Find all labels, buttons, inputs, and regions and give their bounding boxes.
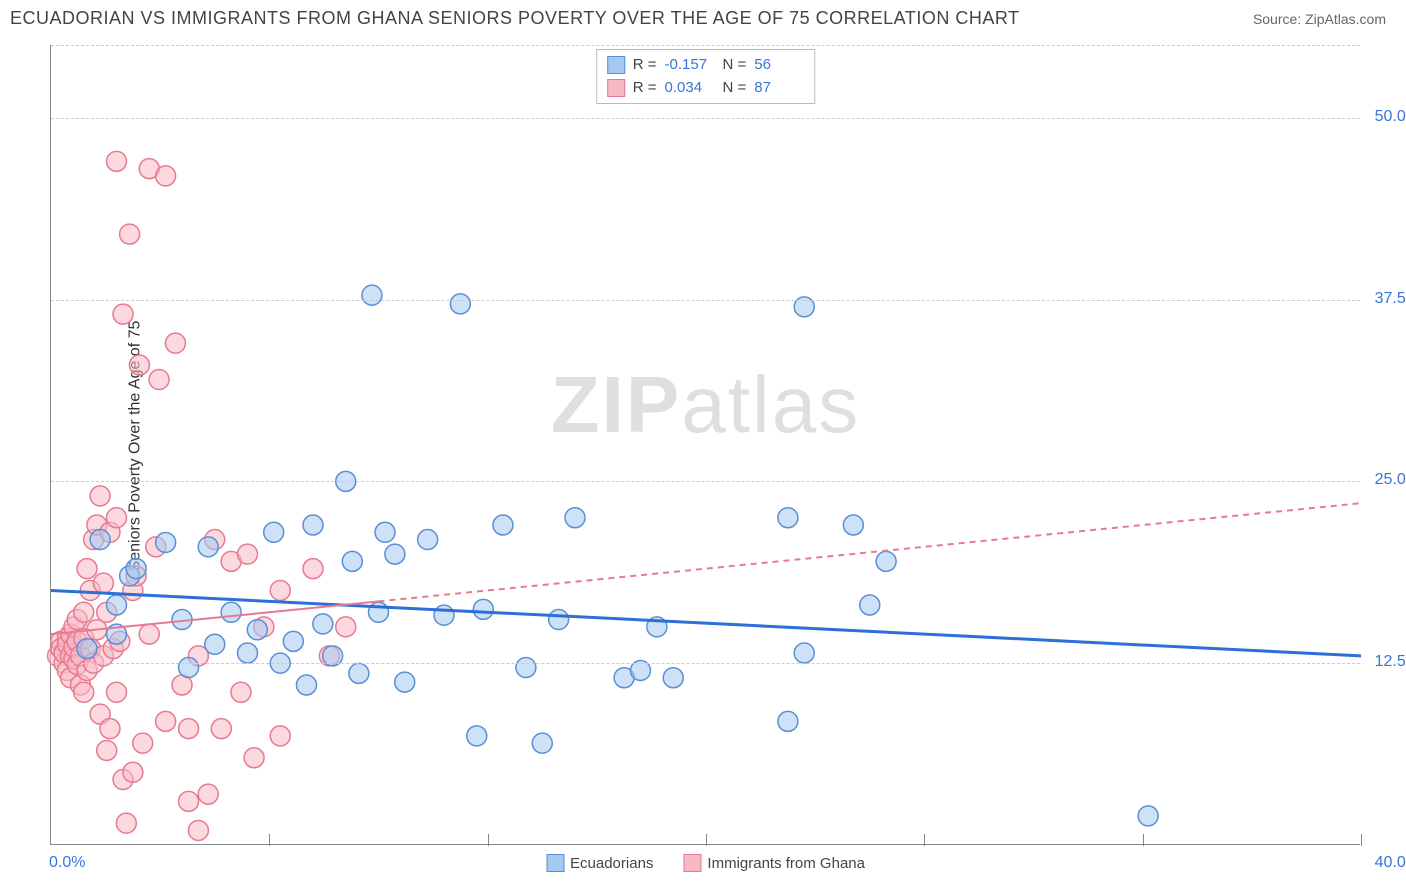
- x-tick: [1361, 834, 1362, 846]
- series-2-name: Immigrants from Ghana: [707, 855, 865, 872]
- series-1-name: Ecuadorians: [570, 855, 653, 872]
- x-tick: [706, 834, 707, 846]
- stats-legend: R = -0.157 N = 56 R = 0.034 N = 87: [596, 49, 816, 104]
- n-label: N =: [723, 77, 747, 100]
- swatch-series-1-bottom: [546, 854, 564, 872]
- legend-item-2: Immigrants from Ghana: [683, 854, 865, 872]
- x-axis-min-label: 0.0%: [49, 854, 85, 872]
- r-value-1: -0.157: [665, 54, 715, 77]
- chart-header: ECUADORIAN VS IMMIGRANTS FROM GHANA SENI…: [0, 0, 1406, 33]
- x-tick: [924, 834, 925, 846]
- y-tick-label: 37.5%: [1365, 290, 1406, 308]
- legend-item-1: Ecuadorians: [546, 854, 653, 872]
- n-value-2: 87: [754, 77, 804, 100]
- r-label: R =: [633, 77, 657, 100]
- series-legend: Ecuadorians Immigrants from Ghana: [546, 854, 865, 872]
- y-tick-label: 50.0%: [1365, 108, 1406, 126]
- chart-source: Source: ZipAtlas.com: [1253, 11, 1386, 27]
- n-value-1: 56: [754, 54, 804, 77]
- r-label: R =: [633, 54, 657, 77]
- n-label: N =: [723, 54, 747, 77]
- y-tick-label: 12.5%: [1365, 653, 1406, 671]
- plot-area: ZIPatlas R = -0.157 N = 56 R = 0.034 N =…: [50, 45, 1360, 845]
- x-tick: [488, 834, 489, 846]
- swatch-series-1: [607, 56, 625, 74]
- swatch-series-2: [607, 79, 625, 97]
- stats-row-2: R = 0.034 N = 87: [607, 77, 805, 100]
- y-tick-label: 25.0%: [1365, 471, 1406, 489]
- x-axis-max-label: 40.0%: [1365, 854, 1406, 872]
- r-value-2: 0.034: [665, 77, 715, 100]
- chart-title: ECUADORIAN VS IMMIGRANTS FROM GHANA SENI…: [10, 8, 1020, 29]
- x-tick: [1143, 834, 1144, 846]
- swatch-series-2-bottom: [683, 854, 701, 872]
- chart-svg: [51, 45, 1360, 844]
- stats-row-1: R = -0.157 N = 56: [607, 54, 805, 77]
- x-tick: [269, 834, 270, 846]
